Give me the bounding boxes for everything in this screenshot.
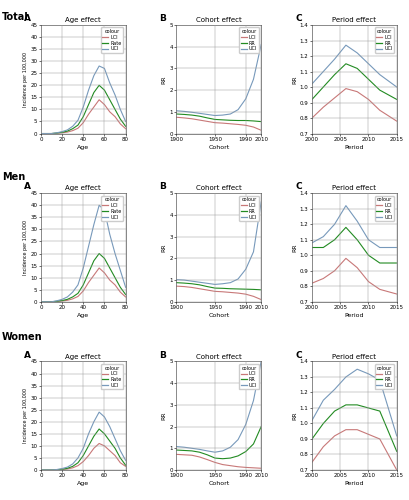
Y-axis label: RR: RR	[162, 75, 167, 84]
Legend: LCI, RR, UCI: LCI, RR, UCI	[239, 28, 259, 53]
Title: Cohort effect: Cohort effect	[196, 17, 242, 23]
Text: Total: Total	[2, 12, 29, 22]
Y-axis label: RR: RR	[292, 412, 297, 420]
Title: Age effect: Age effect	[65, 354, 101, 360]
Text: B: B	[160, 14, 166, 23]
Text: Men: Men	[2, 172, 25, 182]
Y-axis label: Incidence per 100,000: Incidence per 100,000	[22, 388, 28, 443]
Title: Period effect: Period effect	[333, 17, 376, 23]
Y-axis label: RR: RR	[292, 75, 297, 84]
Legend: LCI, RR, UCI: LCI, RR, UCI	[375, 364, 394, 390]
X-axis label: Cohort: Cohort	[208, 313, 229, 318]
X-axis label: Period: Period	[345, 313, 364, 318]
Title: Cohort effect: Cohort effect	[196, 186, 242, 192]
Y-axis label: RR: RR	[292, 244, 297, 252]
Text: A: A	[24, 182, 31, 192]
Title: Period effect: Period effect	[333, 354, 376, 360]
X-axis label: Age: Age	[77, 313, 89, 318]
Text: C: C	[295, 350, 302, 360]
Text: B: B	[160, 182, 166, 192]
Y-axis label: Incidence per 100,000: Incidence per 100,000	[22, 52, 28, 107]
Text: C: C	[295, 182, 302, 192]
X-axis label: Cohort: Cohort	[208, 145, 229, 150]
Legend: LCI, Rate, UCI: LCI, Rate, UCI	[101, 28, 123, 53]
Y-axis label: RR: RR	[162, 244, 167, 252]
Text: A: A	[24, 14, 31, 23]
Text: B: B	[160, 350, 166, 360]
Legend: LCI, RR, UCI: LCI, RR, UCI	[239, 196, 259, 222]
Title: Age effect: Age effect	[65, 186, 101, 192]
Legend: LCI, RR, UCI: LCI, RR, UCI	[375, 196, 394, 222]
X-axis label: Age: Age	[77, 145, 89, 150]
X-axis label: Age: Age	[77, 481, 89, 486]
Title: Period effect: Period effect	[333, 186, 376, 192]
Title: Age effect: Age effect	[65, 17, 101, 23]
X-axis label: Period: Period	[345, 481, 364, 486]
X-axis label: Period: Period	[345, 145, 364, 150]
Text: C: C	[295, 14, 302, 23]
Text: A: A	[24, 350, 31, 360]
Y-axis label: Incidence per 100,000: Incidence per 100,000	[22, 220, 28, 275]
Legend: LCI, RR, UCI: LCI, RR, UCI	[239, 364, 259, 390]
Y-axis label: RR: RR	[162, 412, 167, 420]
Title: Cohort effect: Cohort effect	[196, 354, 242, 360]
Text: Women: Women	[2, 332, 43, 342]
X-axis label: Cohort: Cohort	[208, 481, 229, 486]
Legend: LCI, RR, UCI: LCI, RR, UCI	[375, 28, 394, 53]
Legend: LCI, Rate, UCI: LCI, Rate, UCI	[101, 196, 123, 222]
Legend: LCI, Rate, UCI: LCI, Rate, UCI	[101, 364, 123, 390]
